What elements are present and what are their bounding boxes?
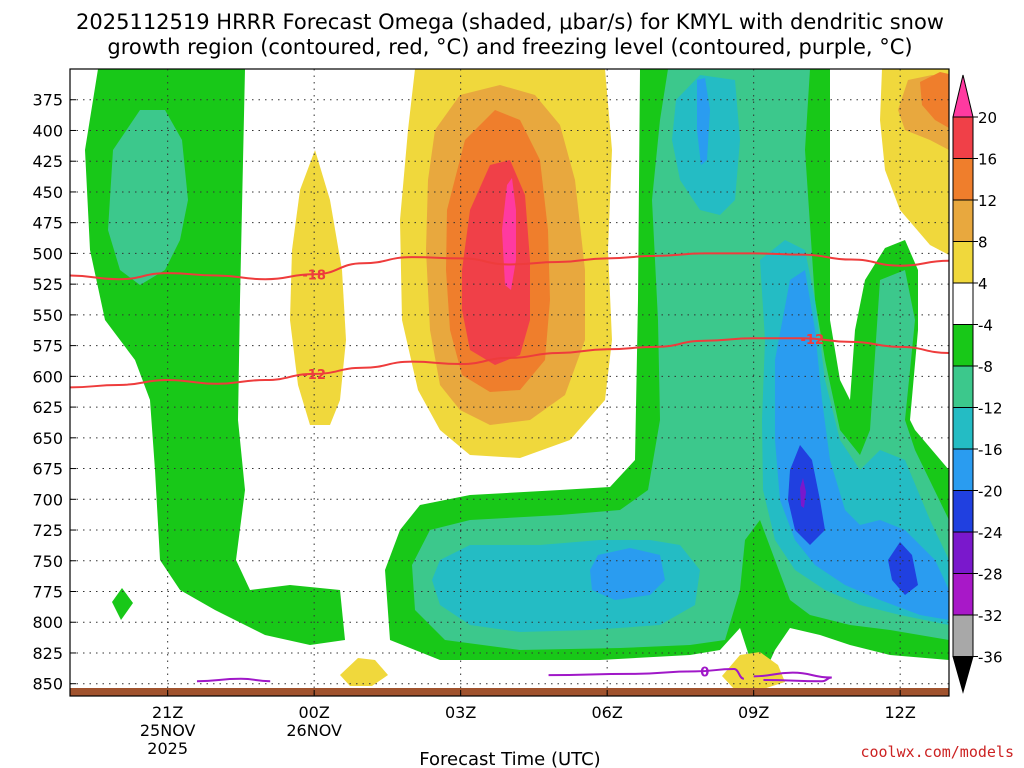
colorbar: 20 16 12 8 4 -4 -8 -12 -16 -20 -24 -28 -32 -36	[952, 74, 1003, 694]
colorbar-label: -4	[978, 317, 993, 335]
colorbar-box	[952, 282, 974, 325]
y-tick-label: 825	[32, 644, 63, 663]
colorbar-box	[952, 158, 974, 201]
y-tick-label: 775	[32, 583, 63, 602]
colorbar-box	[952, 407, 974, 450]
colorbar-label: 20	[978, 109, 997, 127]
colorbar-box	[952, 448, 974, 491]
x-axis-title: Forecast Time (UTC)	[419, 749, 600, 768]
x-tick-date: 26NOV	[286, 721, 342, 740]
omega-yellow-small-2	[340, 658, 388, 686]
freezing-contour	[753, 671, 832, 683]
dgz-contour	[70, 252, 949, 281]
y-tick-label: 475	[32, 214, 63, 233]
y-tick-label: 425	[32, 152, 63, 171]
colorbar-box	[952, 614, 974, 657]
colorbar-box	[952, 531, 974, 574]
colorbar-box	[952, 573, 974, 616]
x-tick-label: 06Z	[592, 703, 623, 722]
colorbar-cap-bottom	[952, 656, 974, 694]
colorbar-label: -36	[978, 649, 1003, 667]
colorbar-box	[952, 324, 974, 367]
x-tick-label: 09Z	[738, 703, 769, 722]
x-tick-label: 03Z	[445, 703, 476, 722]
y-tick-label: 850	[32, 675, 63, 694]
colorbar-label: 4	[978, 275, 988, 293]
y-tick-label: 500	[32, 244, 63, 263]
y-tick-label: 750	[32, 552, 63, 571]
omega-shading	[85, 69, 949, 690]
omega-cyan-lower	[432, 540, 700, 632]
x-tick-label: 21Z	[152, 703, 183, 722]
chart-title-line1: 2025112519 HRRR Forecast Omega (shaded, …	[76, 10, 944, 34]
omega-green-small	[112, 588, 133, 620]
y-tick-label: 400	[32, 121, 63, 140]
y-tick-label: 550	[32, 306, 63, 325]
colorbar-box	[952, 199, 974, 242]
y-tick-label: 650	[32, 429, 63, 448]
gridlines	[70, 69, 949, 696]
plot-area: -18 -12 -12 0	[69, 68, 950, 697]
y-tick-label: 800	[32, 613, 63, 632]
x-tick-label: 12Z	[885, 703, 916, 722]
chart-title-line2: growth region (contoured, red, °C) and f…	[107, 35, 912, 59]
y-tick-label: 575	[32, 337, 63, 356]
contour-lines: -18 -12 -12 0	[70, 252, 949, 683]
colorbar-box	[952, 490, 974, 533]
plot-frame	[69, 68, 950, 697]
y-tick-label: 725	[32, 521, 63, 540]
colorbar-label: -20	[978, 483, 1003, 501]
omega-magenta-core	[502, 178, 516, 290]
dgz-contour-label: -18	[302, 268, 326, 283]
omega-darkblue-core	[788, 445, 825, 545]
omega-yellow-small-1	[290, 150, 346, 425]
colorbar-label: -24	[978, 524, 1003, 542]
colorbar-box	[952, 116, 974, 159]
freezing-contour	[548, 667, 745, 680]
colorbar-cap-top	[952, 74, 974, 118]
y-tick-label: 525	[32, 275, 63, 294]
omega-blue-upper	[697, 78, 710, 165]
colorbar-label: 8	[978, 234, 988, 252]
omega-blue-lower	[590, 548, 665, 600]
x-tick-year: 2025	[147, 739, 188, 758]
y-tick-label: 600	[32, 367, 63, 386]
colorbar-label: 16	[978, 151, 997, 169]
dgz-contour-label: -12	[801, 333, 825, 348]
freezing-contour-label: 0	[700, 665, 709, 680]
colorbar-label: -8	[978, 358, 993, 376]
y-tick-label: 700	[32, 490, 63, 509]
y-tick-label: 675	[32, 460, 63, 479]
y-tick-label: 450	[32, 183, 63, 202]
freezing-contour	[196, 677, 271, 683]
colorbar-label: -32	[978, 607, 1003, 625]
x-tick-date: 25NOV	[140, 721, 196, 740]
colorbar-label: 12	[978, 192, 997, 210]
omega-darkblue-lobe	[888, 542, 918, 595]
dgz-contour-label: -12	[302, 368, 326, 383]
colorbar-box	[952, 241, 974, 284]
dgz-contour	[70, 337, 949, 389]
colorbar-box	[952, 365, 974, 408]
omega-purple-core	[800, 478, 806, 508]
colorbar-label: -12	[978, 400, 1003, 418]
y-axis: 375 400 425 450 475 500 525 550 575 600 625 650 675 7…	[32, 91, 63, 694]
ground-surface	[70, 688, 949, 696]
colorbar-label: -28	[978, 566, 1003, 584]
credit-text: coolwx.com/models	[860, 743, 1014, 761]
y-tick-label: 625	[32, 398, 63, 417]
y-tick-label: 375	[32, 91, 63, 110]
x-tick-label: 00Z	[299, 703, 330, 722]
colorbar-label: -16	[978, 441, 1003, 459]
